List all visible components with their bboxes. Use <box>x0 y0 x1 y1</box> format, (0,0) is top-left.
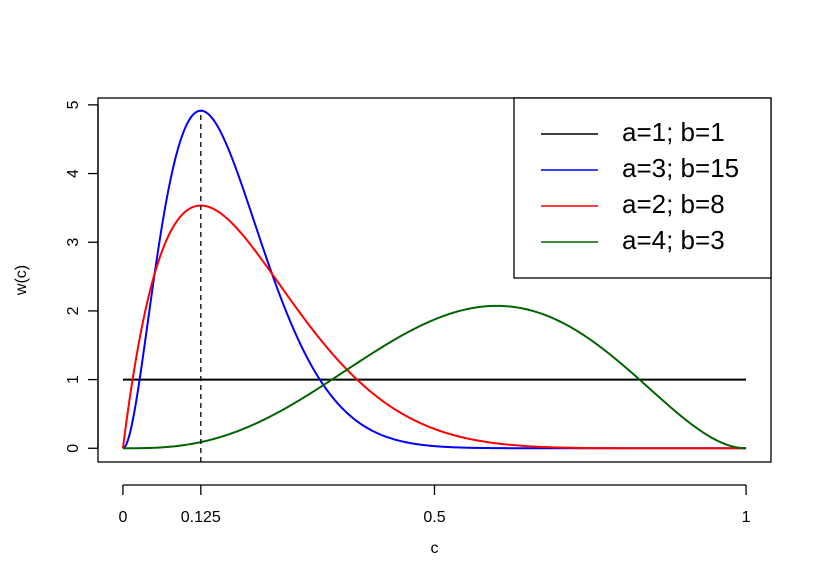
series-line-4 <box>122 304 747 450</box>
legend-label: a=1; b=1 <box>622 117 725 147</box>
series-lines <box>121 109 747 450</box>
x-axis-title: c <box>431 540 439 557</box>
legend-label: a=4; b=3 <box>622 225 725 255</box>
x-tick-label: 0.125 <box>181 509 221 526</box>
y-tick-label: 4 <box>65 169 82 178</box>
legend-label: a=3; b=15 <box>622 153 739 183</box>
x-tick-label: 0 <box>118 509 127 526</box>
y-axis-title: w(c) <box>13 265 30 296</box>
legend-box <box>513 97 772 279</box>
y-tick-label: 2 <box>65 306 82 315</box>
y-tick-label: 3 <box>65 238 82 247</box>
y-tick-label: 0 <box>65 444 82 453</box>
x-axis: 0 0.125 0.5 1 <box>118 484 751 526</box>
x-tick-label: 0.5 <box>423 509 445 526</box>
y-axis: 0 1 2 3 4 5 <box>65 100 99 453</box>
x-tick-label: 1 <box>742 509 751 526</box>
series-line-3 <box>121 204 747 450</box>
legend: a=1; b=1 a=3; b=15 a=2; b=8 a=4; b=3 <box>513 97 772 279</box>
y-tick-label: 1 <box>65 375 82 384</box>
y-tick-label: 5 <box>65 100 82 109</box>
legend-label: a=2; b=8 <box>622 189 725 219</box>
